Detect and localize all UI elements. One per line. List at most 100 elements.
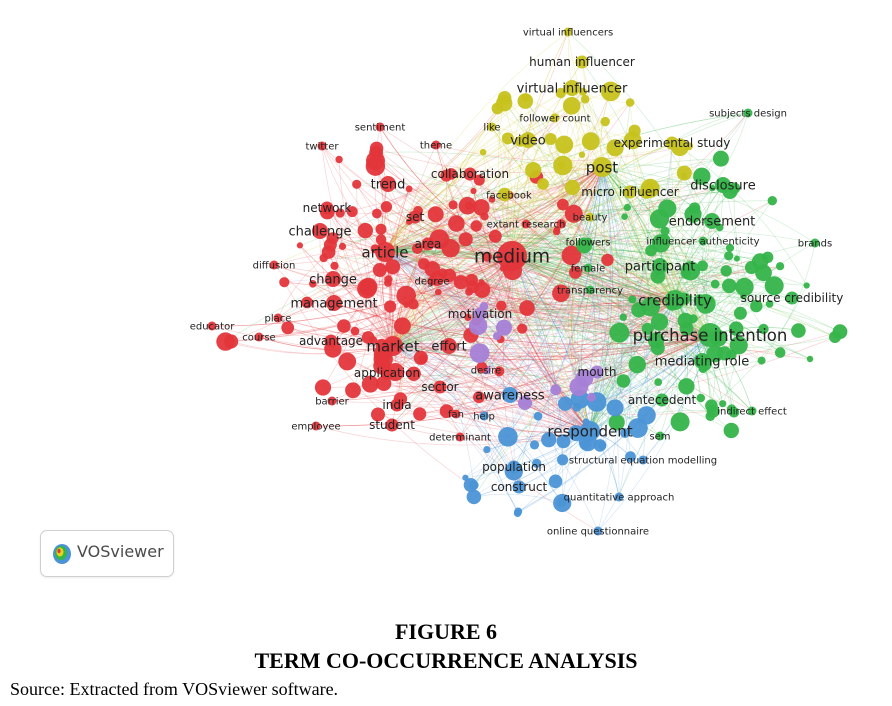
network-link [601,166,651,307]
term-label: barrier [315,397,349,408]
term-node-unlabelled [628,295,637,304]
network-link [473,255,729,498]
term-node-unlabelled [670,412,690,432]
term-node-unlabelled [488,229,502,243]
term-node [704,213,720,229]
network-link [733,188,757,307]
network-link [384,31,569,253]
term-node-unlabelled [650,313,669,331]
network-link [381,166,603,367]
network-link [379,185,725,271]
network-link [491,126,633,300]
term-node-unlabelled [494,366,505,377]
network-link [347,255,513,362]
term-node [479,411,489,421]
term-node-unlabelled [474,281,491,298]
network-link [379,126,752,268]
network-link [392,256,768,347]
network-link [507,97,527,257]
network-link [511,255,550,440]
network-link [392,334,711,361]
term-node-unlabelled [659,234,671,246]
term-node-unlabelled [458,232,473,247]
network-link [423,218,660,265]
network-link [671,142,711,336]
network-link [601,166,764,330]
network-link [449,166,603,276]
network-link [392,329,725,354]
network-link [384,191,647,253]
term-node [563,27,573,37]
network-link [384,251,737,329]
term-node [550,113,560,123]
network-link [330,244,394,347]
network-link [497,108,591,432]
term-node-unlabelled [514,136,526,147]
term-node-unlabelled [533,411,543,421]
network-link [511,208,668,257]
term-node-unlabelled [717,346,732,361]
term-node-unlabelled [575,369,594,387]
term-node-unlabelled [406,366,421,381]
term-node-unlabelled [501,132,514,145]
network-link [556,229,576,503]
term-node-unlabelled [552,227,561,236]
network-link [572,187,705,364]
network-link [338,159,394,347]
network-link [392,144,437,347]
term-node-unlabelled [405,185,413,193]
term-node-unlabelled [441,239,460,258]
network-link [392,142,673,347]
term-node [655,393,669,407]
co-occurrence-network: virtual influencers human influencer virtu… [190,27,848,538]
network-link [392,326,505,347]
term-label: effort [431,340,466,355]
term-node-unlabelled [429,271,445,287]
network-link [481,207,676,301]
term-label: twitter [306,142,340,153]
network-link [277,317,591,432]
network-link [392,334,705,364]
network-link [596,334,711,403]
network-link [511,142,673,257]
network-link [381,112,749,367]
network-link [483,305,703,362]
term-node-unlabelled [767,196,777,206]
network-link [211,255,513,327]
network-link [511,255,753,412]
network-link [511,255,591,432]
network-link [225,341,394,355]
term-label: credibility [638,291,712,309]
term-label: virtual influencer [517,82,628,97]
term-node [743,108,753,118]
network-link [388,279,711,337]
term-node-unlabelled [372,208,382,219]
network-link [306,140,591,303]
term-node-unlabelled [345,382,361,399]
term-node-unlabelled [309,280,317,288]
network-link [761,242,816,361]
term-node-unlabelled [696,393,706,403]
term-node-unlabelled [712,150,729,167]
network-link [384,146,680,253]
network-link [589,216,676,301]
term-node-unlabelled [601,253,614,267]
network-link [688,146,762,361]
network-link [384,138,508,253]
term-label: structural equation modelling [569,456,717,467]
network-link [511,255,648,330]
term-node-unlabelled [564,204,583,223]
term-node-unlabelled [479,148,487,156]
network-link [455,188,651,415]
network-link [392,329,732,356]
term-node-unlabelled [488,196,496,203]
network-link [632,140,676,301]
term-node-unlabelled [372,263,387,277]
term-label: sector [421,380,458,394]
network-link [375,166,591,432]
network-link [581,289,591,432]
network-link [517,170,535,445]
network-link [356,184,394,347]
term-node-unlabelled [335,155,343,164]
network-link [438,291,711,338]
